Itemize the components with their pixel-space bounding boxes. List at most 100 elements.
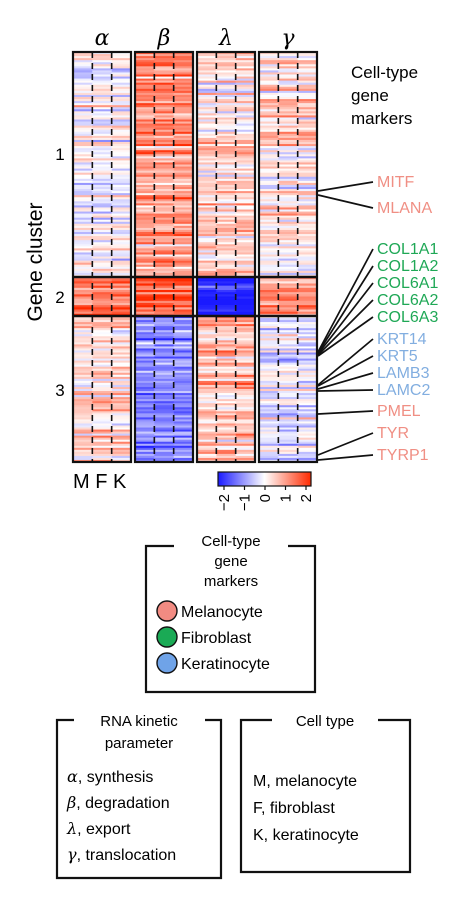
- heatmap-cell: [154, 215, 174, 218]
- heatmap-cell: [154, 74, 174, 77]
- heatmap-cell: [73, 164, 93, 167]
- heatmap-cell: [73, 427, 93, 430]
- heatmap-cell: [197, 350, 217, 353]
- heatmap-cell: [235, 320, 256, 323]
- heatmap-cell: [111, 211, 132, 214]
- heatmap-cell: [297, 330, 318, 333]
- heatmap-cell: [259, 135, 279, 139]
- heatmap-cell: [259, 382, 279, 386]
- heatmap-cell: [216, 244, 236, 247]
- heatmap-cell: [135, 285, 155, 289]
- heatmap-cell: [197, 62, 217, 65]
- heatmap-cell: [173, 320, 194, 323]
- heatmap-cell: [278, 88, 298, 92]
- heatmap-cell: [111, 260, 132, 263]
- heatmap-cell: [92, 123, 112, 126]
- heatmap-cell: [297, 176, 318, 180]
- heatmap-cell: [197, 320, 217, 323]
- heatmap-cell: [73, 184, 93, 188]
- heatmap-cell: [235, 234, 256, 237]
- heatmap-cell: [278, 125, 298, 128]
- heatmap-cell: [216, 217, 236, 221]
- heatmap-cell: [92, 144, 112, 147]
- heatmap-cell: [216, 300, 236, 304]
- heatmap-cell: [154, 437, 174, 440]
- heatmap-cell: [154, 99, 174, 102]
- marker-connector: [317, 432, 374, 456]
- heatmap-cell: [173, 376, 194, 380]
- heatmap-cell: [197, 156, 217, 159]
- heatmap-cell: [235, 427, 256, 430]
- heatmap-cell: [235, 68, 256, 71]
- heatmap-cell: [235, 78, 256, 81]
- heatmap-cell: [154, 358, 174, 361]
- heatmap-cell: [111, 423, 132, 426]
- heatmap-cell: [216, 234, 236, 237]
- heatmap-cell: [73, 170, 93, 173]
- heatmap-cell: [278, 193, 298, 196]
- cluster-2-cells: [73, 277, 318, 317]
- heatmap-cell: [259, 252, 279, 255]
- heatmap-cell: [278, 203, 298, 206]
- heatmap-cell: [111, 223, 132, 227]
- heatmap-cell: [278, 129, 298, 133]
- heatmap-cell: [278, 457, 298, 461]
- heatmap-cell: [197, 300, 217, 304]
- heatmap-cell: [111, 101, 132, 104]
- heatmap-cell: [197, 374, 217, 378]
- heatmap-cell: [111, 296, 132, 299]
- heatmap-cell: [92, 168, 112, 171]
- heatmap-cell: [278, 431, 298, 434]
- heatmap-cell: [259, 166, 279, 169]
- colorbar-tick-label: 1: [278, 494, 295, 502]
- heatmap-cell: [259, 272, 279, 276]
- heatmap-cell: [216, 131, 236, 135]
- heatmap-cell: [297, 415, 318, 418]
- heatmap-cell: [173, 266, 194, 270]
- heatmap-cell: [216, 135, 236, 139]
- heatmap-cell: [173, 88, 194, 92]
- heatmap-cell: [73, 84, 93, 88]
- heatmap-cell: [235, 80, 256, 83]
- legend-celltype-entry: F, fibroblast: [253, 800, 335, 817]
- heatmap-cell: [154, 380, 174, 384]
- heatmap-cell: [259, 221, 279, 225]
- heatmap-cell: [135, 270, 155, 274]
- heatmap-cell: [278, 279, 298, 282]
- heatmap-cell: [297, 281, 318, 284]
- heatmap-cell: [297, 370, 318, 374]
- heatmap-cell: [259, 360, 279, 363]
- heatmap-cell: [259, 435, 279, 438]
- heatmap-cell: [216, 107, 236, 110]
- heatmap-cell: [278, 397, 298, 400]
- heatmap-cell: [235, 298, 256, 302]
- heatmap-cell: [297, 382, 318, 386]
- heatmap-cell: [297, 419, 318, 422]
- heatmap-cell: [173, 445, 194, 449]
- heatmap-cell: [73, 68, 93, 71]
- heatmap-cell: [73, 382, 93, 386]
- heatmap-cell: [197, 429, 217, 432]
- heatmap-cell: [216, 248, 236, 251]
- heatmap-cell: [111, 256, 132, 259]
- heatmap-cell: [259, 294, 279, 297]
- heatmap-cell: [154, 176, 174, 180]
- heatmap-cell: [154, 137, 174, 141]
- heatmap-cell: [73, 70, 93, 73]
- heatmap-cell: [173, 66, 194, 69]
- heatmap-cell: [278, 225, 298, 229]
- heatmap-cell: [135, 403, 155, 406]
- heatmap-cell: [135, 244, 155, 247]
- heatmap-cell: [259, 240, 279, 243]
- heatmap-cell: [197, 240, 217, 243]
- heatmap-cell: [154, 131, 174, 135]
- heatmap-cell: [216, 419, 236, 422]
- heatmap-cell: [92, 150, 112, 153]
- heatmap-cell: [92, 232, 112, 235]
- heatmap-cell: [216, 148, 236, 151]
- heatmap-cell: [92, 105, 112, 108]
- heatmap-cell: [73, 101, 93, 104]
- heatmap-cell: [278, 209, 298, 212]
- heatmap-cell: [197, 238, 217, 241]
- heatmap-cell: [111, 437, 132, 440]
